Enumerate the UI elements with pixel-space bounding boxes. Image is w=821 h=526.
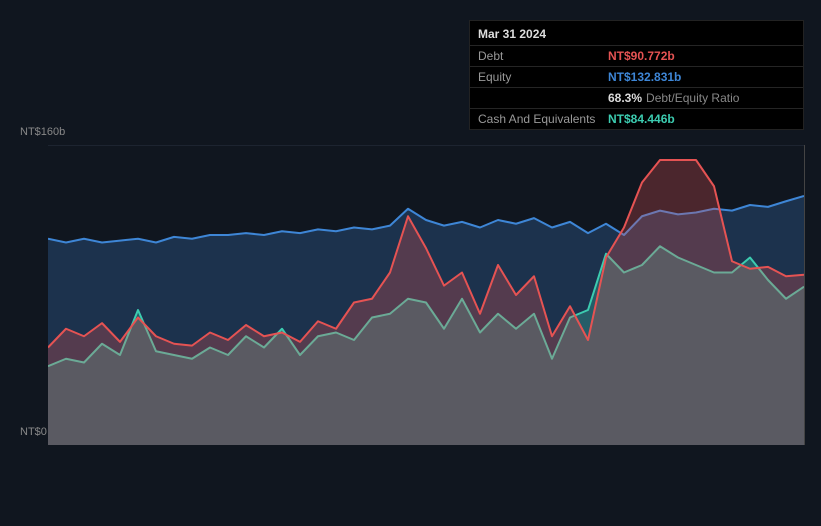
tooltip-row-value: NT$132.831b — [608, 70, 681, 84]
tooltip-row: Cash And EquivalentsNT$84.446b — [470, 108, 803, 129]
tooltip-row-label: Cash And Equivalents — [478, 112, 608, 126]
chart-tooltip: Mar 31 2024 DebtNT$90.772bEquityNT$132.8… — [469, 20, 804, 130]
tooltip-row: EquityNT$132.831b — [470, 66, 803, 87]
tooltip-row-label: Equity — [478, 70, 608, 84]
tooltip-row-label: Debt — [478, 49, 608, 63]
chart-crosshair — [804, 145, 805, 445]
tooltip-row-value: 68.3% — [608, 91, 642, 105]
chart-plot-area[interactable] — [48, 145, 804, 445]
tooltip-row-value: NT$90.772b — [608, 49, 675, 63]
tooltip-date: Mar 31 2024 — [470, 21, 803, 45]
yaxis-label-max: NT$160b — [20, 126, 65, 138]
xaxis — [48, 450, 804, 466]
tooltip-row-value: NT$84.446b — [608, 112, 675, 126]
tooltip-row: 68.3% Debt/Equity Ratio — [470, 87, 803, 108]
tooltip-row-extra: Debt/Equity Ratio — [646, 91, 739, 105]
yaxis-label-min: NT$0 — [20, 426, 47, 438]
tooltip-row: DebtNT$90.772b — [470, 45, 803, 66]
